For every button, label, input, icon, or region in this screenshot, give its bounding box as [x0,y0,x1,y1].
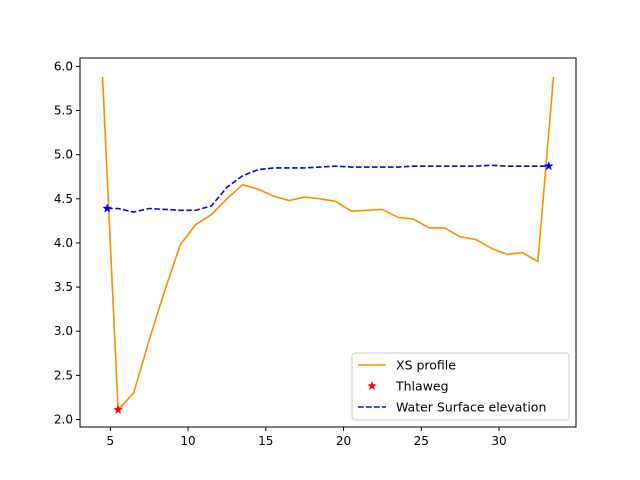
series-endpoint-marker [102,203,113,213]
y-tick-label: 4.0 [54,236,73,250]
legend-entry: XS profile [358,358,456,373]
y-tick-label: 3.0 [54,324,73,338]
y-tick-label: 5.5 [54,104,73,118]
y-tick-label: 3.5 [54,280,73,294]
legend-entry: Water Surface elevation [358,400,546,415]
legend-label: Thlaweg [395,379,449,394]
legend-entry: Thlaweg [367,379,449,394]
x-tick-label: 5 [106,434,114,448]
y-tick-label: 5.0 [54,148,73,162]
x-tick-label: 10 [180,434,195,448]
series-thlaweg [113,404,123,414]
y-axis: 2.0 2.5 3.0 3.5 4.0 4.5 5.0 5.5 6.0 [54,59,80,426]
legend-box [351,352,570,421]
series-endpoint-marker [543,161,554,171]
legend-label: XS profile [396,358,456,373]
y-tick-label: 2.0 [54,412,73,426]
x-tick-label: 15 [258,434,273,448]
y-tick-label: 6.0 [54,59,73,73]
x-axis: 5 10 15 20 25 30 [106,427,507,448]
series-point-marker [113,404,123,414]
y-tick-label: 2.5 [54,368,73,382]
series-xs-profile [101,76,555,411]
legend-label: Water Surface elevation [396,400,546,415]
series-water-surface-elevation [102,161,554,213]
legend-marker [367,380,377,391]
series-line [107,164,549,213]
legend: XS profile Thlaweg Water Surface elevation [351,352,570,421]
x-tick-label: 25 [414,434,429,448]
y-tick-label: 4.5 [54,192,73,206]
series-line [101,76,555,411]
x-tick-label: 20 [336,434,351,448]
series-layer [101,76,555,414]
x-tick-label: 30 [491,434,506,448]
